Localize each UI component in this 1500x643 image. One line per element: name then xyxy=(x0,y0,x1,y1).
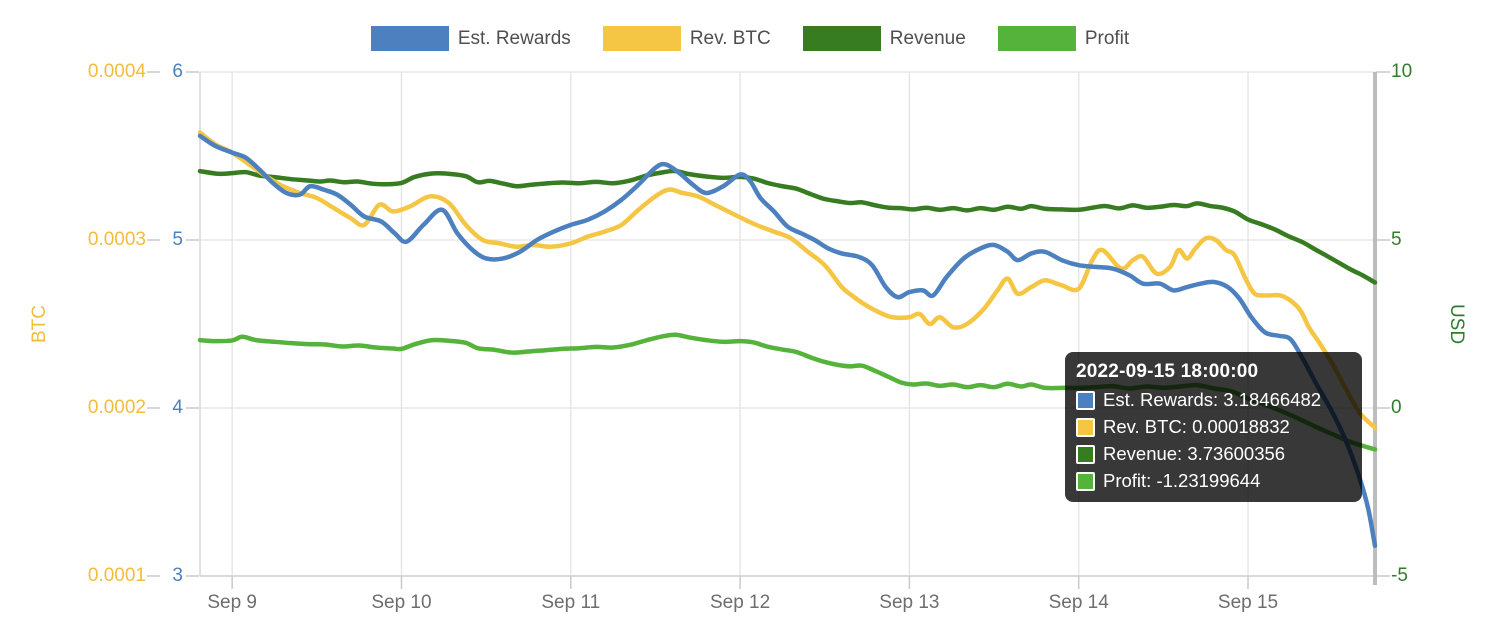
profit-swatch-icon xyxy=(997,26,1076,51)
x-tick-label: Sep 11 xyxy=(541,592,601,613)
y-tick-usd: -5 xyxy=(1391,565,1408,586)
y-tick-btc: 0.0001 xyxy=(87,565,146,586)
tooltip: 2022-09-15 18:00:00 Est. Rewards: 3.1846… xyxy=(1065,352,1362,502)
tooltip-row: Revenue: 3.73600356 xyxy=(1076,445,1351,464)
y-tick-rewards: 6 xyxy=(172,61,183,82)
legend-item-revenue[interactable]: Revenue xyxy=(802,26,966,51)
legend-label: Rev. BTC xyxy=(689,27,771,49)
y-tick-usd: 5 xyxy=(1391,229,1402,250)
x-tick-label: Sep 10 xyxy=(371,592,432,613)
est-rewards-swatch-icon xyxy=(1076,391,1095,410)
legend-item-rev-btc[interactable]: Rev. BTC xyxy=(602,26,771,51)
y-tick-btc: 0.0002 xyxy=(87,397,146,418)
tooltip-row-text: Revenue: 3.73600356 xyxy=(1103,443,1286,465)
y-tick-rewards: 4 xyxy=(172,397,183,418)
profit-swatch-icon xyxy=(1076,472,1095,491)
y-tick-btc: 0.0004 xyxy=(87,61,146,82)
tooltip-row: Profit: -1.23199644 xyxy=(1076,472,1351,491)
y-tick-usd: 0 xyxy=(1391,397,1402,418)
tooltip-row-text: Rev. BTC: 0.00018832 xyxy=(1103,416,1290,438)
revenue-swatch-icon xyxy=(1076,445,1095,464)
y-axis-title-usd: USD xyxy=(1446,303,1467,345)
x-tick-label: Sep 12 xyxy=(709,592,771,613)
tooltip-row-text: Est. Rewards: 3.18466482 xyxy=(1103,389,1322,411)
series-line-rev-btc xyxy=(197,130,1378,430)
x-tick-label: Sep 14 xyxy=(1048,592,1109,613)
rev-btc-swatch-icon xyxy=(602,26,681,51)
y-tick-btc: 0.0003 xyxy=(87,229,146,250)
est-rewards-swatch-icon xyxy=(370,26,449,51)
x-tick-label: Sep 13 xyxy=(879,592,940,613)
y-tick-usd: 10 xyxy=(1391,61,1413,82)
legend-label: Profit xyxy=(1084,27,1130,49)
legend-label: Est. Rewards xyxy=(457,27,571,49)
y-axis-title-btc: BTC xyxy=(29,305,50,343)
tooltip-row: Rev. BTC: 0.00018832 xyxy=(1076,418,1351,437)
tooltip-row: Est. Rewards: 3.18466482 xyxy=(1076,391,1351,410)
y-tick-rewards: 5 xyxy=(172,229,183,250)
y-tick-rewards: 3 xyxy=(172,565,183,586)
legend-item-profit[interactable]: Profit xyxy=(997,26,1130,51)
legend: Est. Rewards Rev. BTC Revenue Profit xyxy=(0,26,1500,51)
legend-item-est-rewards[interactable]: Est. Rewards xyxy=(370,26,571,51)
series-line-revenue xyxy=(197,168,1378,285)
rev-btc-swatch-icon xyxy=(1076,418,1095,437)
revenue-swatch-icon xyxy=(802,26,881,51)
legend-label: Revenue xyxy=(889,27,966,49)
x-tick-label: Sep 9 xyxy=(207,592,257,613)
tooltip-row-text: Profit: -1.23199644 xyxy=(1103,470,1261,492)
series-line-est-rewards xyxy=(197,133,1378,549)
x-tick-label: Sep 15 xyxy=(1217,592,1279,613)
tooltip-title: 2022-09-15 18:00:00 xyxy=(1076,361,1259,382)
